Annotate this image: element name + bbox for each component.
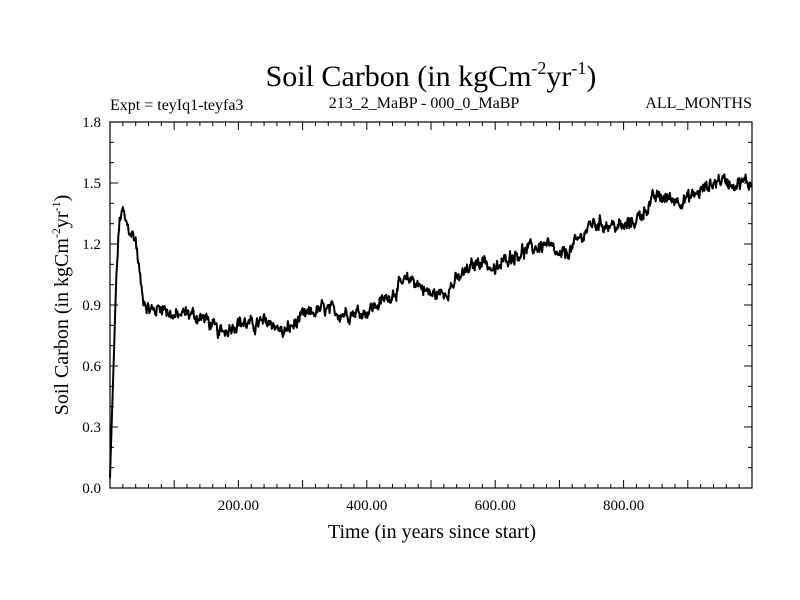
- chart-title-mid: yr: [546, 60, 571, 93]
- x-tick-label: 200.00: [218, 498, 259, 514]
- subtitle-center: 213_2_MaBP - 000_0_MaBP: [329, 95, 520, 112]
- y-tick-label: 0.6: [82, 359, 101, 375]
- x-axis-label: Time (in years since start): [328, 521, 536, 543]
- series-group: [109, 173, 753, 478]
- y-axis-label-main: Soil Carbon (in kgCm: [51, 238, 73, 416]
- x-tick-label: 600.00: [475, 498, 516, 514]
- y-tick-label: 0.3: [82, 420, 101, 436]
- y-tick-label: 0.0: [82, 481, 101, 497]
- y-tick-label: 1.5: [82, 176, 101, 192]
- x-tick-label: 800.00: [603, 498, 644, 514]
- subtitle-left: Expt = teyIq1-teyfa3: [110, 97, 243, 114]
- y-tick-label: 0.9: [82, 298, 101, 314]
- chart-title-exp2: -1: [571, 58, 586, 78]
- subtitle-right: ALL_MONTHS: [645, 95, 752, 112]
- chart-title: Soil Carbon (in kgCm-2yr-1): [266, 58, 597, 93]
- y-axis-label-end: ): [51, 195, 73, 202]
- x-tick-label: 400.00: [346, 498, 387, 514]
- y-tick-label: 1.2: [82, 237, 101, 253]
- chart-title-end: ): [586, 60, 596, 93]
- plot-frame: [109, 121, 753, 489]
- y-axis-label-exp2: -1: [49, 201, 63, 211]
- y-axis: 0.0 0.3 0.6 0.9 1.2 1.5 1.8: [82, 115, 752, 497]
- y-tick-label: 1.8: [82, 115, 101, 131]
- y-axis-label-mid: yr: [51, 211, 73, 228]
- y-axis-label: Soil Carbon (in kgCm-2yr-1): [49, 195, 73, 416]
- chart-title-exp1: -2: [531, 58, 546, 78]
- series-line: [109, 173, 753, 478]
- x-axis: 200.00 400.00 600.00 800.00: [122, 122, 740, 514]
- chart-title-main: Soil Carbon (in kgCm: [266, 60, 532, 93]
- y-axis-label-exp1: -2: [49, 228, 63, 238]
